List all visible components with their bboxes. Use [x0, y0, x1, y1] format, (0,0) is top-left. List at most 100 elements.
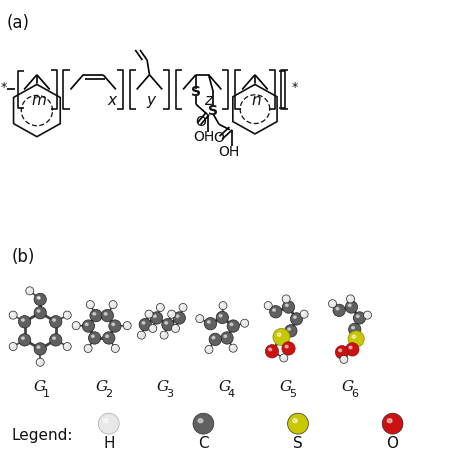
Ellipse shape — [198, 317, 200, 318]
Ellipse shape — [11, 345, 13, 346]
Ellipse shape — [243, 321, 245, 323]
Circle shape — [156, 304, 165, 311]
Circle shape — [346, 343, 359, 356]
Text: 1: 1 — [44, 389, 50, 399]
Circle shape — [36, 295, 44, 304]
Circle shape — [196, 315, 204, 323]
Ellipse shape — [285, 345, 288, 348]
Ellipse shape — [38, 298, 40, 299]
Text: OH: OH — [218, 145, 239, 159]
Ellipse shape — [176, 315, 179, 317]
Circle shape — [34, 343, 46, 355]
Ellipse shape — [65, 345, 67, 346]
Circle shape — [26, 287, 34, 295]
Circle shape — [9, 311, 17, 319]
Circle shape — [150, 312, 163, 324]
Text: G: G — [342, 379, 354, 394]
Ellipse shape — [349, 346, 352, 349]
Ellipse shape — [91, 335, 94, 337]
Circle shape — [168, 310, 176, 318]
Circle shape — [111, 345, 119, 353]
Text: O: O — [195, 115, 206, 129]
Text: x: x — [107, 93, 116, 109]
Ellipse shape — [125, 324, 127, 325]
Ellipse shape — [86, 347, 88, 348]
Ellipse shape — [140, 333, 141, 335]
Circle shape — [205, 346, 213, 354]
Ellipse shape — [356, 315, 359, 317]
Text: S: S — [208, 104, 219, 118]
Ellipse shape — [284, 297, 286, 298]
Circle shape — [300, 310, 308, 318]
Circle shape — [288, 413, 308, 434]
Circle shape — [340, 355, 348, 364]
Text: 2: 2 — [105, 389, 112, 399]
Circle shape — [50, 316, 62, 328]
Circle shape — [335, 346, 349, 359]
Circle shape — [149, 325, 157, 332]
Ellipse shape — [113, 347, 115, 348]
Ellipse shape — [266, 304, 268, 305]
Ellipse shape — [288, 328, 290, 330]
Ellipse shape — [11, 313, 13, 315]
Circle shape — [209, 333, 221, 346]
Circle shape — [345, 301, 358, 313]
Ellipse shape — [28, 289, 30, 290]
Circle shape — [9, 343, 17, 350]
Ellipse shape — [104, 419, 108, 423]
Circle shape — [221, 332, 233, 344]
Ellipse shape — [104, 313, 107, 315]
Circle shape — [162, 318, 174, 331]
Ellipse shape — [351, 327, 354, 329]
Circle shape — [139, 318, 151, 331]
Ellipse shape — [165, 322, 167, 324]
Ellipse shape — [158, 306, 160, 307]
Ellipse shape — [331, 302, 333, 303]
Circle shape — [72, 322, 80, 330]
Ellipse shape — [302, 312, 304, 314]
Circle shape — [34, 307, 46, 319]
Text: C: C — [198, 436, 209, 451]
Text: G: G — [219, 379, 231, 394]
Circle shape — [179, 304, 187, 311]
Circle shape — [103, 332, 115, 344]
Ellipse shape — [285, 304, 288, 307]
Ellipse shape — [348, 304, 351, 307]
Text: 5: 5 — [289, 389, 296, 399]
Circle shape — [265, 345, 279, 358]
Text: (b): (b) — [12, 248, 35, 267]
Circle shape — [84, 345, 92, 353]
Circle shape — [285, 325, 297, 337]
Ellipse shape — [336, 307, 339, 310]
Text: S: S — [293, 436, 303, 451]
Circle shape — [353, 312, 366, 324]
Circle shape — [145, 310, 153, 318]
Ellipse shape — [53, 319, 55, 321]
Ellipse shape — [198, 419, 203, 423]
Ellipse shape — [112, 323, 114, 326]
Text: (a): (a) — [7, 14, 30, 32]
Circle shape — [123, 322, 131, 330]
Circle shape — [18, 334, 31, 346]
Circle shape — [193, 413, 214, 434]
Ellipse shape — [339, 349, 342, 352]
Ellipse shape — [224, 335, 227, 337]
Circle shape — [63, 343, 71, 350]
Ellipse shape — [22, 337, 24, 339]
Ellipse shape — [349, 297, 350, 298]
Circle shape — [270, 306, 282, 318]
Text: H: H — [103, 436, 114, 451]
Ellipse shape — [231, 346, 233, 348]
Text: y: y — [146, 93, 156, 109]
Text: m: m — [32, 93, 47, 109]
Text: O: O — [214, 131, 224, 145]
Ellipse shape — [142, 322, 145, 324]
Circle shape — [282, 295, 290, 303]
Circle shape — [282, 342, 295, 355]
Ellipse shape — [219, 315, 222, 317]
Ellipse shape — [65, 313, 67, 315]
Text: G: G — [96, 379, 108, 394]
Text: n: n — [252, 93, 261, 109]
Circle shape — [88, 332, 101, 344]
Text: 4: 4 — [228, 389, 235, 399]
